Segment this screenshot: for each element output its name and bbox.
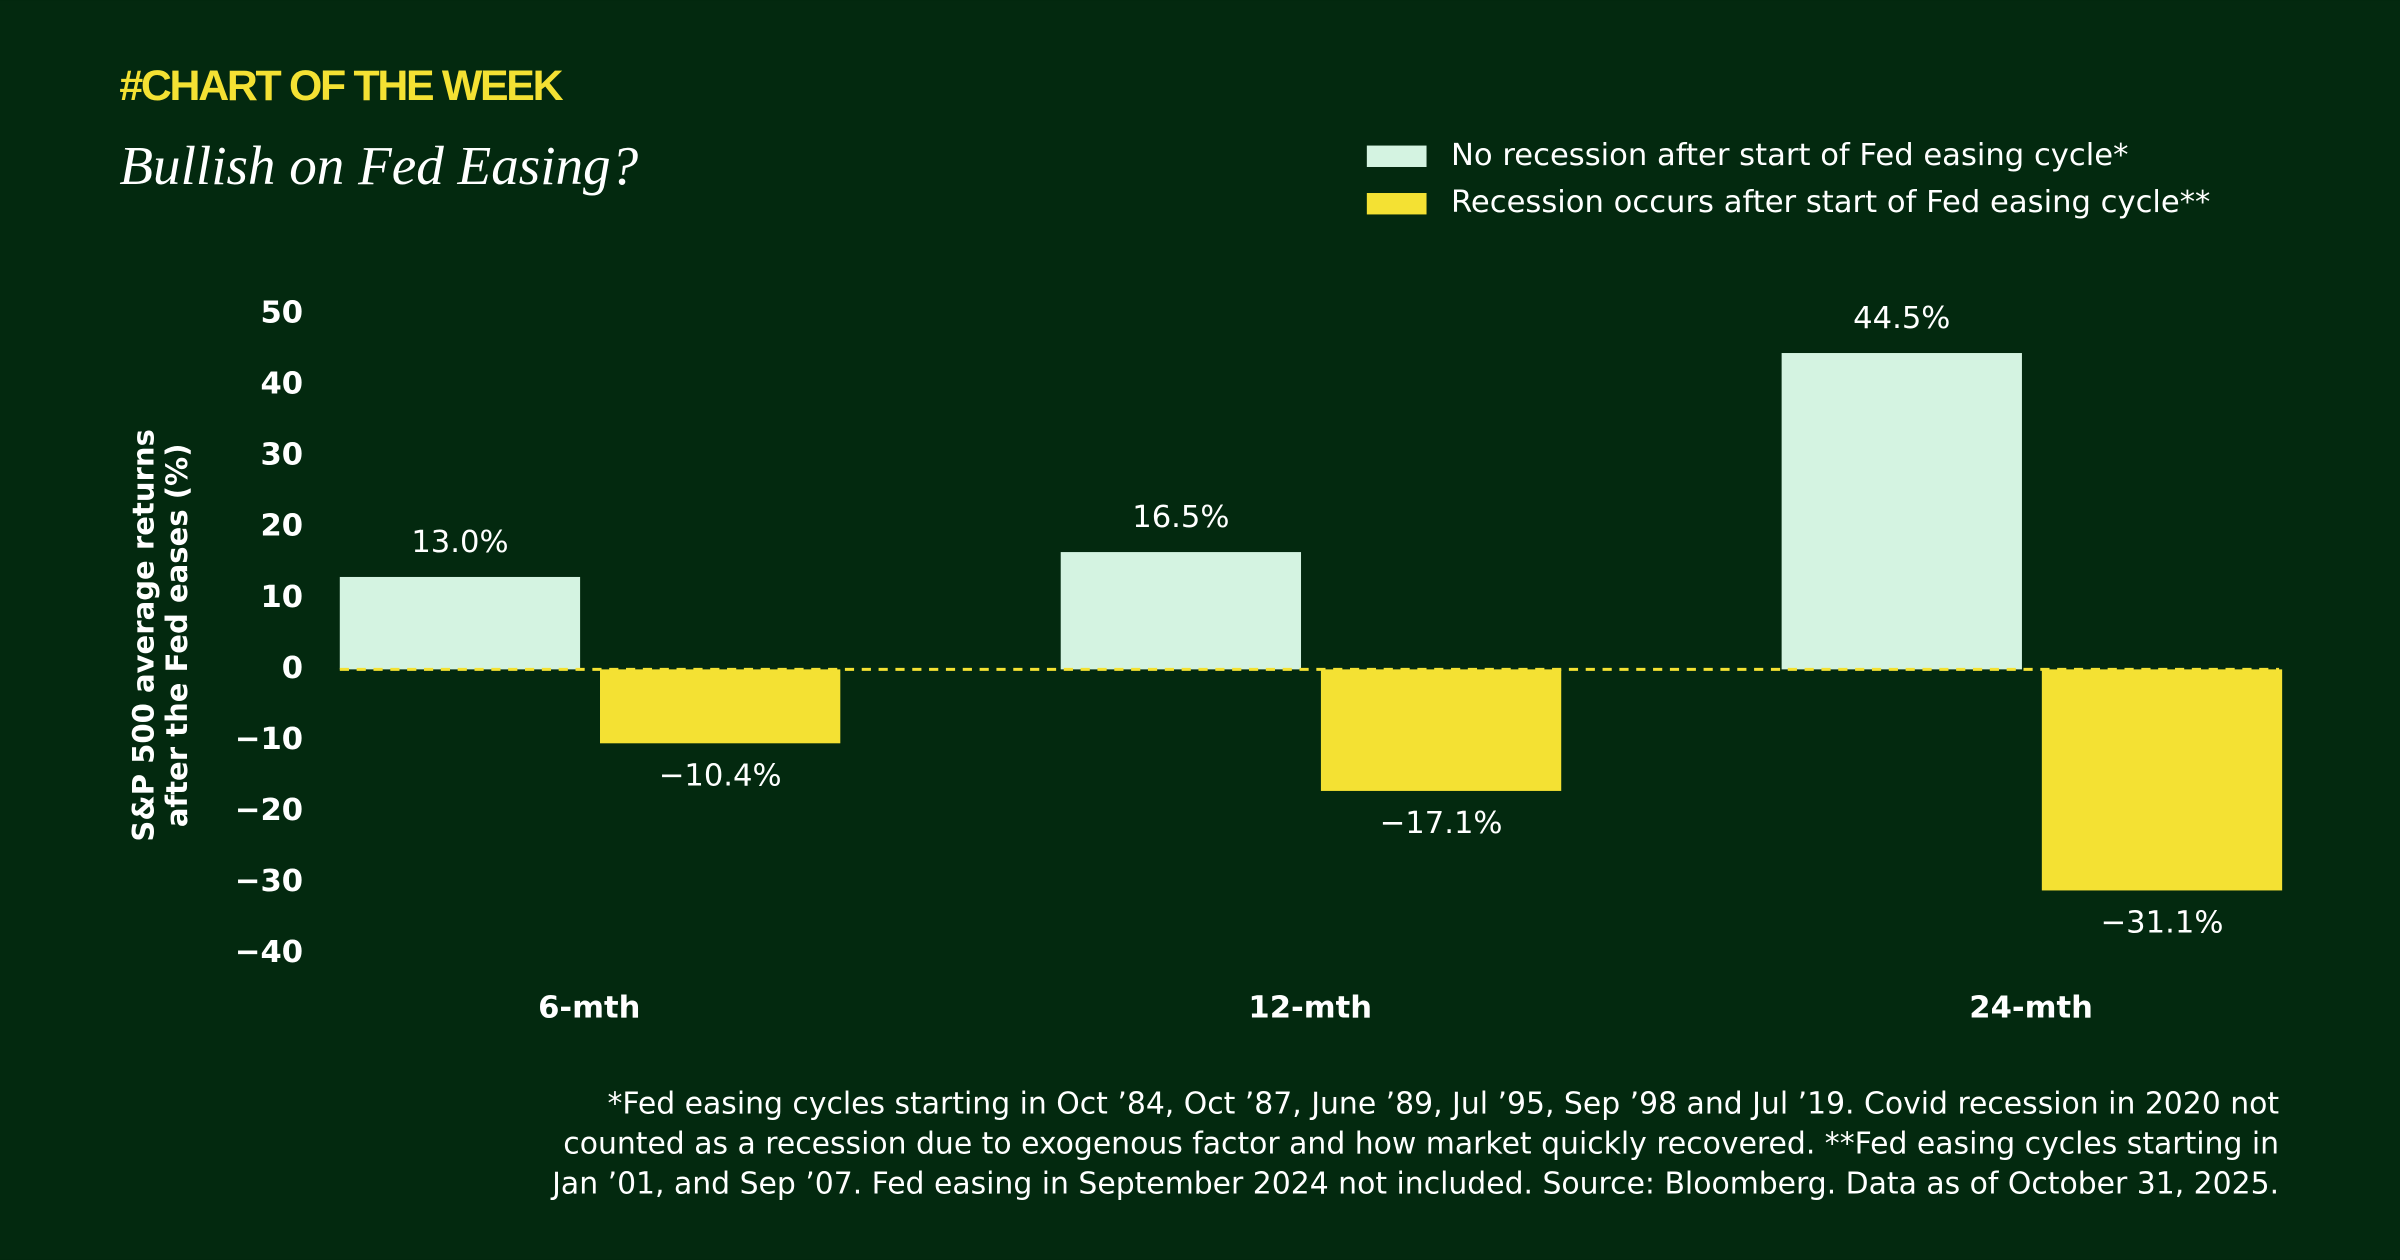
bar xyxy=(1781,353,2022,670)
y-tick-label: 50 xyxy=(260,295,303,330)
footnote: *Fed easing cycles starting in Oct ’84, … xyxy=(607,1087,2279,1122)
legend-label: Recession occurs after start of Fed easi… xyxy=(1451,185,2210,220)
x-tick-label: 12-mth xyxy=(1248,990,1372,1025)
value-label: −17.1% xyxy=(1380,806,1503,841)
x-tick-label: 24-mth xyxy=(1969,990,2093,1025)
value-label: 44.5% xyxy=(1853,301,1950,336)
value-label: 13.0% xyxy=(411,525,508,560)
y-tick-label: 30 xyxy=(260,438,303,473)
legend-label: No recession after start of Fed easing c… xyxy=(1451,138,2128,173)
footnote: Jan ’01, and Sep ’07. Fed easing in Sept… xyxy=(550,1166,2279,1201)
kicker: #CHART OF THE WEEK xyxy=(119,62,563,110)
chart-title: Bullish on Fed Easing? xyxy=(119,135,638,196)
value-label: −31.1% xyxy=(2101,906,2224,941)
y-tick-label: −40 xyxy=(235,935,303,970)
bar xyxy=(600,669,841,744)
y-axis-label: after the Fed eases (%) xyxy=(160,444,194,828)
y-tick-label: 20 xyxy=(260,509,303,544)
legend-swatch xyxy=(1366,145,1427,167)
bar xyxy=(339,576,581,670)
bar xyxy=(1320,669,1562,791)
y-axis-label: S&P 500 average returns xyxy=(126,429,160,841)
value-label: 16.5% xyxy=(1132,500,1229,535)
y-tick-label: −10 xyxy=(235,722,303,757)
value-label: −10.4% xyxy=(659,758,782,793)
bar xyxy=(2041,669,2283,891)
x-tick-label: 6-mth xyxy=(538,990,640,1025)
y-tick-label: −30 xyxy=(235,864,303,899)
footnote: counted as a recession due to exogenous … xyxy=(563,1127,2279,1162)
legend-swatch xyxy=(1366,193,1427,215)
y-tick-label: 40 xyxy=(260,367,303,402)
y-tick-label: −20 xyxy=(235,793,303,828)
y-tick-label: 10 xyxy=(260,580,303,615)
bar xyxy=(1060,552,1302,670)
y-tick-label: 0 xyxy=(282,651,303,686)
